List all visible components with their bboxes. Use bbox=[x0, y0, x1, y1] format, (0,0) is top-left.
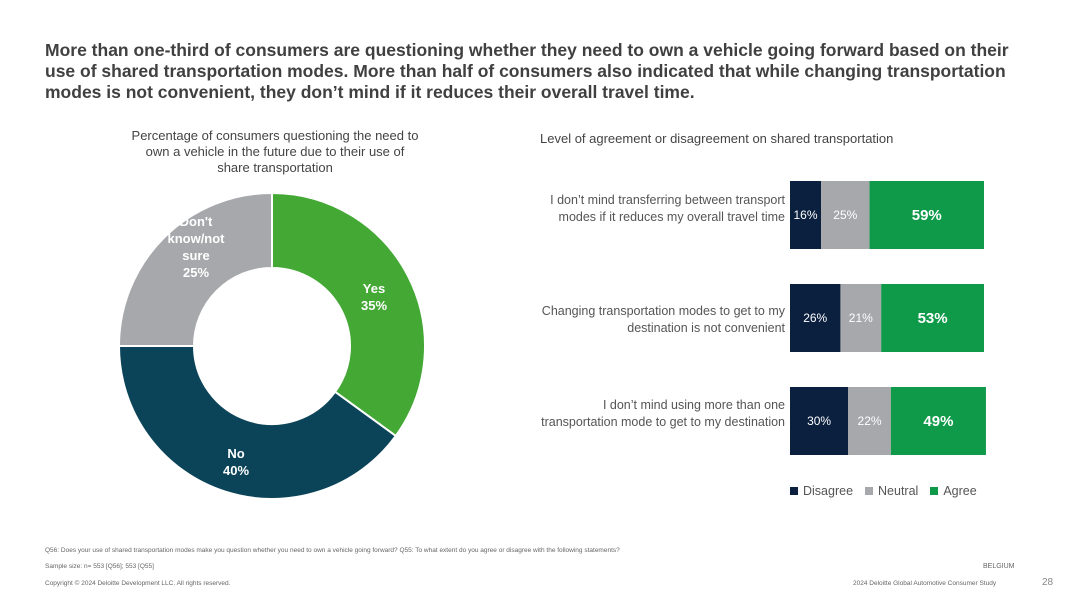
legend-item-agree: Agree bbox=[930, 484, 977, 498]
bar-segment-neutral-1 bbox=[821, 181, 870, 249]
donut-slice-no bbox=[117, 345, 398, 500]
bar-value-label-neutral-2: 21% bbox=[849, 311, 873, 325]
page-number: 28 bbox=[1042, 577, 1054, 588]
donut-slice-don-t-know-not-sure bbox=[117, 191, 273, 347]
donut-label-no: No bbox=[227, 446, 244, 461]
bar-segment-agree-3 bbox=[890, 387, 986, 455]
donut-label-yes: Yes bbox=[363, 281, 385, 296]
bar-segment-agree-2 bbox=[881, 284, 984, 352]
copyright: Copyright © 2024 Deloitte Development LL… bbox=[45, 580, 231, 587]
legend-swatch-neutral bbox=[865, 487, 874, 495]
donut-slice-yes bbox=[271, 191, 426, 438]
legend-swatch-agree bbox=[930, 487, 939, 495]
bar-value-label-disagree-3: 30% bbox=[807, 414, 831, 428]
bar-category-label-1: I don’t mind transferring between transp… bbox=[550, 193, 785, 224]
bar-segment-disagree-2 bbox=[790, 284, 841, 352]
legend-item-neutral: Neutral bbox=[865, 484, 918, 498]
donut-label-don-t-know-not-sure: Don't bbox=[180, 214, 213, 229]
donut-label-don-t-know-not-sure: sure bbox=[182, 248, 209, 263]
donut-label-don-t-know-not-sure: know/not bbox=[167, 231, 225, 246]
bar-value-label-disagree-1: 16% bbox=[794, 208, 818, 222]
study-name: 2024 Deloitte Global Automotive Consumer… bbox=[853, 580, 997, 587]
bar-value-label-neutral-3: 22% bbox=[858, 414, 882, 428]
bar-value-label-agree-3: 49% bbox=[923, 413, 953, 430]
footnote-sample-size: Sample size: n= 553 [Q56]; 553 [Q55] bbox=[45, 563, 154, 570]
legend-item-disagree: Disagree bbox=[790, 484, 853, 498]
donut-value-no: 40% bbox=[223, 463, 249, 478]
stacked-bar-chart: 16% 25% 59% 26% 21% 53% 30% 22% 49% bbox=[790, 181, 986, 455]
bar-segment-agree-1 bbox=[869, 181, 984, 249]
bar-segment-disagree-3 bbox=[790, 387, 849, 455]
chart-legend: Disagree Neutral Agree bbox=[790, 484, 977, 498]
page-headline: More than one-third of consumers are que… bbox=[45, 40, 1009, 102]
legend-label-neutral: Neutral bbox=[878, 484, 919, 498]
bar-value-label-agree-2: 53% bbox=[918, 310, 948, 327]
country-label: BELGIUM bbox=[983, 563, 1015, 570]
legend-swatch-disagree bbox=[790, 487, 798, 495]
bar-category-label-3: I don’t mind using more than one transpo… bbox=[541, 398, 785, 429]
bar-segment-neutral-3 bbox=[848, 387, 891, 455]
donut-chart: Yes 35% No 40% Don't know/not sure 25% bbox=[117, 191, 426, 500]
bar-segment-neutral-2 bbox=[840, 284, 882, 352]
bar-chart-title: Level of agreement or disagreement on sh… bbox=[540, 131, 894, 146]
bar-segment-disagree-1 bbox=[790, 181, 822, 249]
donut-chart-title: Percentage of consumers questioning the … bbox=[131, 128, 419, 175]
bar-value-label-neutral-1: 25% bbox=[833, 208, 857, 222]
bar-category-label-2: Changing transportation modes to get to … bbox=[541, 304, 785, 335]
donut-value-yes: 35% bbox=[361, 298, 387, 313]
bar-value-label-disagree-2: 26% bbox=[803, 311, 827, 325]
legend-label-disagree: Disagree bbox=[803, 484, 854, 498]
bar-value-label-agree-1: 59% bbox=[912, 207, 942, 224]
donut-value-don-t-know-not-sure: 25% bbox=[183, 265, 209, 280]
footnote-questions: Q56: Does your use of shared transportat… bbox=[45, 547, 620, 554]
legend-label-agree: Agree bbox=[943, 484, 977, 498]
